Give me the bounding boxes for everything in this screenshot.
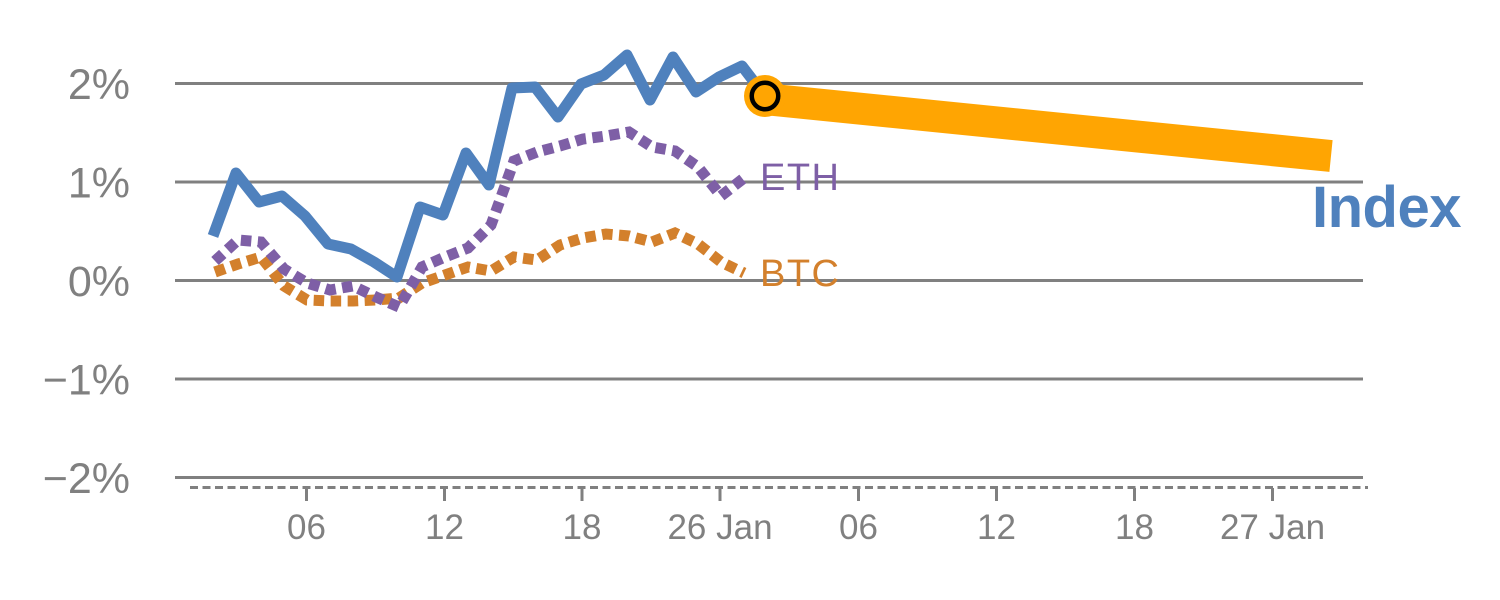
svg-text:0%: 0% [68, 258, 130, 306]
svg-text:BTC: BTC [760, 253, 841, 295]
svg-text:06: 06 [287, 508, 326, 547]
svg-text:18: 18 [563, 508, 602, 547]
svg-text:ETH: ETH [760, 157, 841, 199]
svg-text:−2%: −2% [43, 455, 130, 503]
svg-text:26 Jan: 26 Jan [667, 508, 772, 547]
svg-text:27 Jan: 27 Jan [1220, 508, 1325, 547]
svg-text:1%: 1% [68, 160, 130, 208]
svg-text:12: 12 [977, 508, 1016, 547]
svg-text:2%: 2% [68, 61, 130, 109]
svg-text:−1%: −1% [43, 357, 130, 405]
svg-text:12: 12 [425, 508, 464, 547]
svg-text:18: 18 [1115, 508, 1154, 547]
svg-text:06: 06 [839, 508, 878, 547]
svg-text:Index: Index [1312, 175, 1461, 240]
